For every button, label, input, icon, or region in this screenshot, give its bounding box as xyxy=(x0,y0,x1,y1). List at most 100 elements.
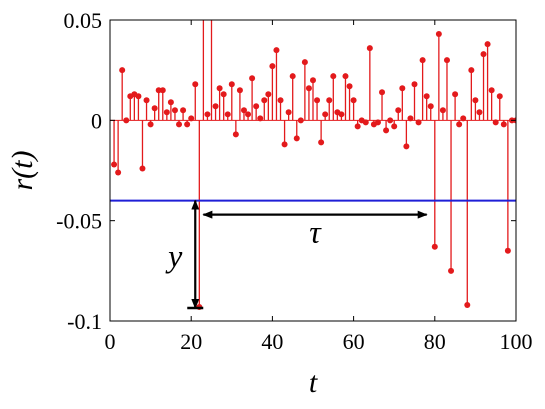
y-tick-label: -0.05 xyxy=(56,209,102,234)
y-axis-label: r(t) xyxy=(6,151,39,191)
stem-marker xyxy=(261,97,268,104)
x-axis-label: t xyxy=(309,366,318,399)
stem-marker xyxy=(354,123,361,130)
stem-marker xyxy=(220,91,227,98)
annotation-layer xyxy=(187,199,428,310)
x-tick-label: 20 xyxy=(180,329,202,354)
stem-marker xyxy=(330,73,337,80)
stem-marker xyxy=(448,267,455,274)
stem-marker xyxy=(500,121,507,128)
stem-marker xyxy=(200,0,206,3)
stem-marker xyxy=(293,135,300,142)
x-tick-label: 0 xyxy=(105,329,116,354)
stem-marker xyxy=(472,97,479,104)
stem-marker xyxy=(318,139,325,146)
stem-series xyxy=(110,0,516,310)
stem-marker xyxy=(350,97,357,104)
plot-area-box xyxy=(109,19,517,322)
stem-marker xyxy=(301,59,308,66)
stem-marker xyxy=(135,93,142,100)
stem-marker xyxy=(277,97,284,104)
stem-marker xyxy=(265,91,272,98)
tau-annotation-label: τ xyxy=(309,214,322,250)
stem-marker xyxy=(310,77,316,84)
stem-marker xyxy=(232,131,239,138)
stem-marker xyxy=(273,47,280,54)
stem-marker xyxy=(480,51,487,58)
stem-marker xyxy=(180,107,187,114)
stem-marker xyxy=(216,85,223,92)
stem-marker xyxy=(484,41,491,48)
stem-marker xyxy=(269,63,276,70)
stem-marker xyxy=(209,0,215,3)
stem-marker xyxy=(366,45,373,52)
stem-marker xyxy=(167,99,174,106)
stem-marker xyxy=(415,119,422,126)
stem-marker xyxy=(407,115,414,122)
stem-marker xyxy=(431,243,438,250)
stem-marker xyxy=(435,31,442,38)
y-tick-label: 0.05 xyxy=(64,8,103,33)
stem-marker xyxy=(427,103,434,110)
stem-marker xyxy=(176,121,183,128)
stem-marker xyxy=(249,75,256,82)
y-tick-label: -0.1 xyxy=(67,309,102,334)
stem-marker xyxy=(383,127,390,134)
stem-marker xyxy=(184,121,191,128)
stem-marker xyxy=(419,57,426,64)
x-tick-label: 100 xyxy=(500,329,533,354)
stem-marker xyxy=(460,115,467,122)
stem-marker xyxy=(281,141,288,148)
stem-marker xyxy=(403,143,410,150)
stem-marker xyxy=(111,161,118,168)
stem-marker xyxy=(326,97,333,104)
stem-marker xyxy=(496,93,503,100)
x-tick-label: 80 xyxy=(424,329,446,354)
stem-marker xyxy=(439,107,446,114)
stem-marker xyxy=(399,85,406,92)
stem-marker xyxy=(456,121,463,128)
stem-marker xyxy=(374,119,381,126)
stem-marker xyxy=(192,81,199,88)
stem-marker xyxy=(147,121,154,128)
stem-marker xyxy=(452,91,459,98)
stem-marker xyxy=(464,301,471,308)
stem-marker xyxy=(143,97,150,104)
stem-marker xyxy=(240,107,247,114)
stem-marker xyxy=(159,87,166,94)
stem-marker xyxy=(228,81,235,88)
stem-marker xyxy=(411,81,418,88)
stem-marker xyxy=(297,117,304,124)
stem-marker xyxy=(488,87,495,94)
stem-marker xyxy=(257,115,264,122)
stem-marker xyxy=(171,107,178,114)
stem-marker xyxy=(362,119,369,126)
stem-marker xyxy=(289,73,296,80)
stem-marker xyxy=(504,247,511,254)
stem-marker xyxy=(139,165,146,172)
stem-marker xyxy=(253,103,260,110)
stem-marker xyxy=(379,89,386,96)
x-tick-label: 40 xyxy=(261,329,283,354)
stem-marker xyxy=(391,123,398,130)
stem-marker xyxy=(236,87,243,94)
stem-marker xyxy=(387,117,394,124)
stem-marker xyxy=(123,117,130,124)
stem-marker xyxy=(338,111,345,118)
stem-marker xyxy=(395,107,402,114)
x-tick-label: 60 xyxy=(343,329,365,354)
stem-marker xyxy=(119,67,126,74)
stem-marker xyxy=(492,119,499,126)
stem-marker xyxy=(151,105,158,112)
stem-marker xyxy=(314,97,321,104)
stem-marker xyxy=(115,169,122,176)
stem-marker xyxy=(423,93,430,100)
stem-marker xyxy=(476,109,483,116)
stem-marker xyxy=(346,83,353,90)
stem-marker xyxy=(285,109,292,116)
stem-marker xyxy=(342,73,349,80)
stem-marker xyxy=(443,57,450,64)
stem-marker xyxy=(468,67,475,74)
y-tick-label: 0 xyxy=(91,108,102,133)
